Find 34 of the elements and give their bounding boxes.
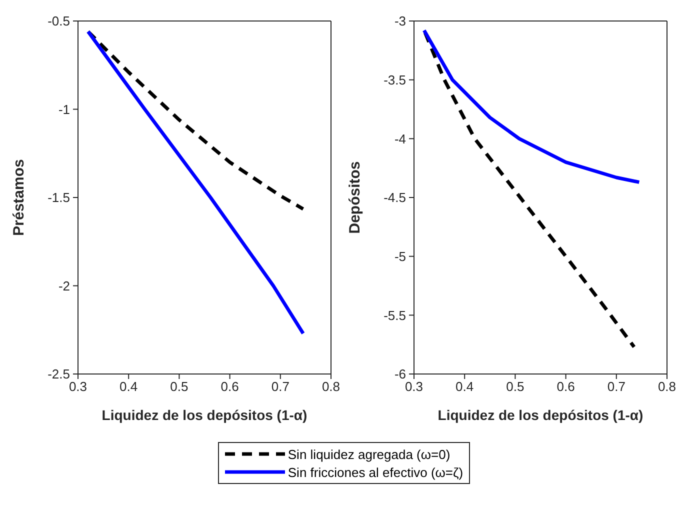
line-series (423, 31, 636, 349)
y-axis-title: Préstamos (10, 159, 28, 236)
y-tick-label: -1 (58, 102, 70, 117)
x-tick-label: 0.7 (271, 379, 290, 394)
x-tick-label: 0.5 (506, 379, 524, 394)
y-tick-label: -3.5 (384, 72, 406, 88)
y-tick-label: -4 (394, 131, 406, 146)
y-tick-label: -3 (394, 14, 406, 29)
x-tick-label: 0.4 (456, 379, 474, 394)
legend-label: Sin fricciones al efectivo (ω=ζ) (288, 464, 464, 480)
x-tick-label: 0.8 (322, 379, 340, 394)
y-tick-label: -4.5 (384, 190, 406, 206)
x-axis-title: Liquidez de los depósitos (1-α) (102, 407, 308, 423)
y-tick-label: -2.5 (48, 366, 70, 382)
y-axis-title: Depósitos (346, 161, 364, 234)
line-series (86, 30, 305, 211)
y-tick-label: -0.5 (48, 14, 70, 29)
legend-label: Sin liquidez agregada (ω=0) (288, 446, 450, 462)
x-tick-label: 0.3 (404, 379, 424, 394)
x-tick-label: 0.6 (220, 379, 239, 394)
y-tick-label: -5.5 (384, 308, 406, 323)
y-tick-label: -6 (394, 366, 406, 382)
y-tick-label: -5 (394, 248, 406, 264)
line-series (86, 30, 305, 336)
x-tick-label: 0.6 (556, 379, 575, 394)
x-tick-label: 0.4 (120, 379, 138, 394)
y-tick-label: -1.5 (48, 190, 70, 206)
line-series (422, 28, 641, 184)
x-tick-label: 0.8 (658, 379, 676, 394)
y-tick-label: -2 (58, 278, 70, 294)
x-axis-title: Liquidez de los depósitos (1-α) (438, 407, 644, 423)
x-tick-label: 0.7 (607, 379, 626, 394)
x-tick-label: 0.5 (170, 379, 188, 394)
x-tick-label: 0.3 (68, 379, 88, 394)
